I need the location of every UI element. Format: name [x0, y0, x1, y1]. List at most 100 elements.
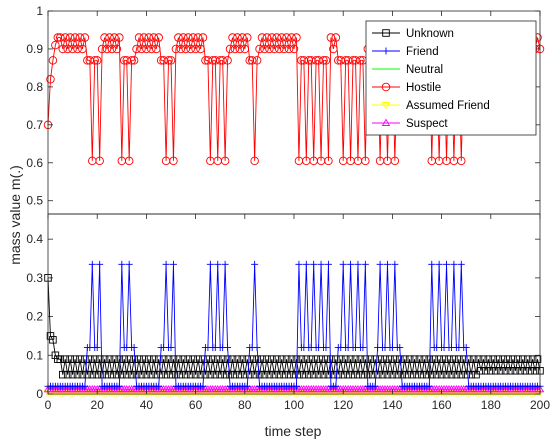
- chart-marker-unknown: [428, 370, 436, 379]
- chart-marker-unknown: [462, 370, 470, 379]
- y-tick-label: 0.3: [26, 271, 43, 285]
- legend-box: [365, 20, 537, 136]
- chart-marker-unknown: [479, 355, 488, 363]
- chart-marker-unknown: [305, 370, 313, 379]
- chart-marker-hostile: [252, 56, 262, 65]
- chart-marker-hostile: [174, 33, 183, 42]
- chart-marker-hostile: [127, 56, 136, 65]
- y-tick-label: 0.8: [26, 80, 43, 94]
- chart-marker-unknown: [501, 367, 510, 375]
- chart-marker-unknown: [115, 355, 124, 363]
- chart-marker-hostile: [243, 33, 252, 42]
- chart-marker-hostile: [381, 82, 391, 92]
- chart-marker-unknown: [290, 370, 298, 379]
- chart-marker-unknown: [514, 355, 522, 363]
- x-tick-label: 200: [530, 398, 550, 412]
- chart-marker-unknown: [307, 355, 315, 363]
- chart-marker-unknown: [273, 355, 281, 363]
- chart-marker-hostile: [142, 44, 151, 54]
- legend-label: Friend: [406, 46, 439, 58]
- chart-marker-unknown: [280, 370, 288, 379]
- chart-marker-hostile: [361, 156, 370, 166]
- chart-marker-hostile: [326, 33, 336, 42]
- y-tick-label: 0.4: [26, 232, 43, 246]
- chart-marker-unknown: [211, 370, 220, 379]
- chart-marker-unknown: [73, 370, 82, 379]
- chart-marker-hostile: [102, 44, 112, 54]
- chart-marker-unknown: [231, 370, 239, 379]
- legend-item-neutral: Neutral: [372, 64, 443, 76]
- chart-marker-unknown: [528, 355, 537, 363]
- chart-marker-hostile: [218, 56, 227, 65]
- chart-marker-hostile: [287, 33, 296, 42]
- chart-marker-unknown: [388, 370, 397, 379]
- chart-marker-hostile: [147, 44, 156, 54]
- chart-marker-unknown: [245, 370, 254, 379]
- chart-marker-hostile: [92, 56, 102, 65]
- chart-marker-unknown: [415, 355, 424, 363]
- chart-marker-unknown: [199, 355, 207, 363]
- chart-marker-unknown: [118, 370, 126, 379]
- chart-marker-unknown: [295, 370, 303, 379]
- chart-marker-unknown: [332, 355, 340, 363]
- chart-marker-unknown: [487, 367, 495, 375]
- chart-marker-unknown: [464, 355, 473, 363]
- chart-marker-hostile: [321, 56, 331, 65]
- chart-marker-unknown: [103, 370, 111, 379]
- chart-marker-unknown: [521, 367, 529, 375]
- chart-marker-hostile: [51, 40, 60, 50]
- chart-marker-hostile: [179, 33, 188, 42]
- chart-marker-unknown: [425, 355, 434, 363]
- chart-marker-unknown: [135, 355, 143, 363]
- chart-marker-unknown: [292, 355, 301, 363]
- chart-marker-unknown: [233, 355, 242, 363]
- chart-marker-hostile: [75, 33, 85, 42]
- chart-marker-hostile: [235, 44, 245, 54]
- chart-marker-hostile: [329, 44, 338, 54]
- chart-marker-unknown: [410, 355, 419, 363]
- chart-marker-hostile: [65, 33, 75, 42]
- legend-item-hostile: Hostile: [372, 82, 441, 94]
- chart-marker-hostile: [230, 44, 240, 54]
- chart-marker-hostile: [274, 44, 284, 54]
- chart-marker-unknown: [221, 370, 229, 379]
- chart-marker-unknown: [472, 370, 480, 379]
- chart-marker-hostile: [78, 44, 87, 54]
- y-tick-label: 0.2: [26, 310, 43, 324]
- legend-label: Unknown: [406, 28, 454, 40]
- chart-marker-hostile: [73, 44, 82, 54]
- chart-marker-hostile: [289, 44, 299, 54]
- chart-marker-unknown: [519, 355, 527, 363]
- chart-marker-unknown: [386, 355, 394, 363]
- legend-label: Neutral: [406, 64, 443, 76]
- chart-series-friend: [44, 260, 544, 390]
- chart-marker-unknown: [157, 370, 165, 379]
- chart-marker-unknown: [511, 367, 520, 375]
- chart-marker-hostile: [68, 44, 77, 54]
- chart-marker-unknown: [223, 355, 232, 363]
- chart-marker-unknown: [125, 355, 133, 363]
- chart-marker-unknown: [359, 370, 367, 379]
- chart-marker-hostile: [186, 44, 195, 54]
- chart-marker-unknown: [186, 370, 195, 379]
- chart-marker-unknown: [201, 370, 210, 379]
- chart-marker-unknown: [236, 370, 244, 379]
- chart-marker-hostile: [166, 56, 176, 65]
- chart-marker-unknown: [531, 367, 539, 375]
- chart-marker-unknown: [457, 370, 466, 379]
- chart-marker-unknown: [49, 336, 57, 344]
- chart-marker-hostile: [196, 44, 205, 54]
- chart-marker-unknown: [71, 355, 79, 363]
- chart-marker-hostile: [107, 44, 117, 54]
- x-tick-label: 40: [140, 398, 154, 412]
- legend: Unknown Friend Neutral Hostile Assumed Frien…: [365, 20, 537, 136]
- chart-marker-hostile: [279, 44, 289, 54]
- chart-marker-hostile: [154, 33, 163, 42]
- chart-marker-unknown: [258, 355, 266, 363]
- y-axis-label: mass value m(.): [7, 165, 23, 265]
- chart-marker-unknown: [260, 370, 269, 379]
- chart-marker-hostile: [60, 33, 70, 42]
- chart-marker-unknown: [56, 355, 65, 363]
- chart-marker-unknown: [46, 332, 55, 340]
- chart-marker-hostile: [164, 56, 173, 65]
